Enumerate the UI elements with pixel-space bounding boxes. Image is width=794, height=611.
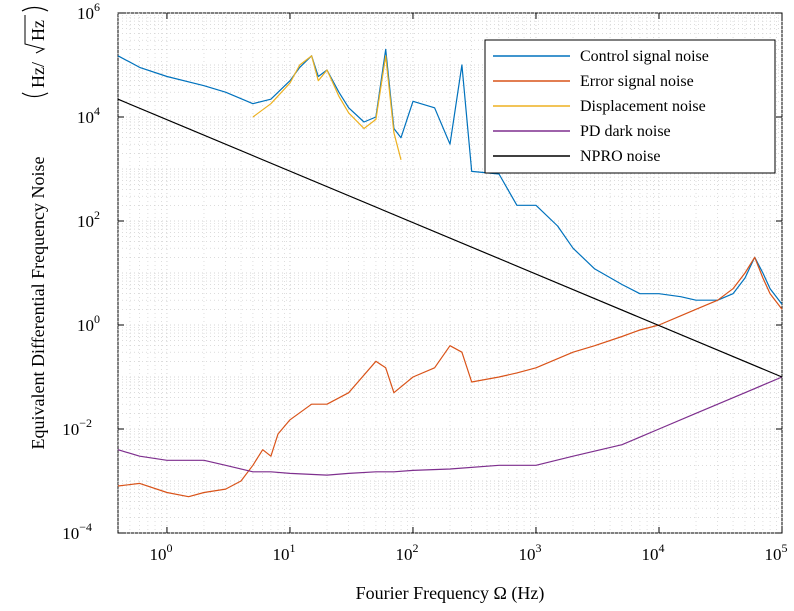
x-tick-label: 103 — [518, 541, 541, 564]
legend-label: PD dark noise — [580, 123, 671, 140]
series-line-npro-noise — [117, 98, 783, 378]
y-tick-label: 100 — [77, 312, 100, 335]
legend-label: Error signal noise — [580, 73, 694, 90]
legend-label: NPRO noise — [580, 148, 660, 165]
series-layer — [117, 48, 783, 498]
y-tick-label: 106 — [77, 0, 100, 23]
x-tick-label: 101 — [272, 541, 295, 564]
sqrt-symbol — [24, 15, 46, 54]
y-tick-label: 102 — [77, 208, 100, 231]
x-tick-label: 105 — [765, 541, 788, 564]
series-line-error-signal-noise — [117, 256, 783, 498]
series-line-pd-dark-noise — [117, 376, 783, 476]
x-tick-label: 104 — [641, 541, 664, 564]
legend: Control signal noise Error signal noise Di… — [484, 39, 776, 174]
y-axis-label-text: Equivalent Differential Frequency Noise — [28, 156, 48, 449]
legend-label: Displacement noise — [580, 98, 706, 115]
y-tick-label: 10−4 — [62, 520, 92, 543]
y-tick-label: 10−2 — [62, 416, 92, 439]
y-unit-paren-left — [21, 92, 49, 98]
y-axis-unit-sqrt-arg: Hz — [28, 20, 48, 41]
y-axis-label: Equivalent Differential Frequency Noise … — [21, 6, 49, 450]
legend-label: Control signal noise — [580, 48, 709, 65]
y-unit-paren-right — [21, 6, 49, 12]
series-line-displacement-noise — [252, 55, 402, 160]
y-tick-label: 104 — [77, 104, 100, 127]
x-tick-label: 102 — [395, 541, 418, 564]
y-axis-unit-left: Hz/ — [28, 62, 48, 88]
x-tick-label: 100 — [149, 541, 172, 564]
grid-layer — [117, 12, 783, 534]
x-axis-label: Fourier Frequency Ω (Hz) — [356, 583, 545, 604]
series-line-control-signal-noise — [117, 48, 783, 305]
